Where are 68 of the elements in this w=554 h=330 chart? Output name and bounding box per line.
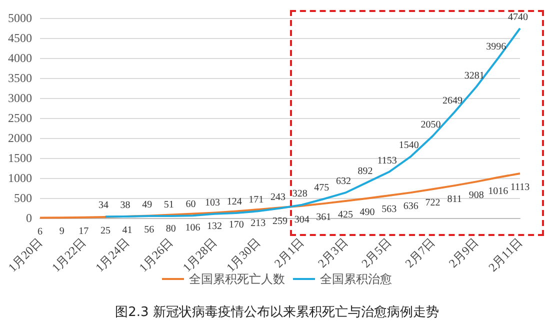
y-tick-label: 1000 [8,171,32,185]
data-label: 56 [144,224,154,236]
data-label: 103 [205,197,220,208]
data-label: 51 [164,199,174,210]
data-label: 80 [166,223,176,234]
data-label: 171 [248,194,264,206]
data-label: 41 [122,224,132,236]
data-label: 1540 [398,140,419,151]
text: 图2.3 新冠状病毒疫情公布以来累积死亡与治愈病例走势 [115,304,439,320]
data-label: 632 [336,176,351,188]
data-label: 132 [207,221,222,232]
x-tick-label: 1月24日 [92,235,132,275]
y-tick-label: 1500 [8,151,32,165]
data-label: 3281 [464,70,484,82]
data-label: 17 [78,226,89,237]
data-label: 3996 [486,42,506,53]
data-label: 124 [226,196,242,208]
data-label: 4740 [508,12,528,23]
data-label: 425 [338,210,353,220]
data-label: 908 [468,190,484,202]
data-label: 106 [185,222,200,234]
data-label: 170 [228,220,244,231]
data-label: 475 [314,182,330,194]
x-tick-label: 1月30日 [224,235,264,275]
data-label: 2050 [420,120,441,130]
x-tick-label: 2月3日 [315,235,350,270]
x-tick-label: 1月22日 [49,235,89,275]
data-label: 25 [100,226,110,236]
x-tick-label: 2月9日 [446,235,482,270]
legend-label: 全国累积死亡人数 [189,272,285,286]
y-tick-label: 2500 [8,111,32,125]
x-tick-label: 2月5日 [358,235,394,270]
y-tick-label: 4500 [8,31,32,45]
data-label: 328 [292,188,308,200]
y-tick-label: 5000 [8,11,32,25]
data-label: 9 [59,226,64,238]
data-label: 304 [294,214,310,226]
y-tick-label: 4000 [8,51,32,65]
y-tick-label: 3000 [8,91,32,105]
data-label: 1113 [510,182,530,193]
x-tick-label: 2月7日 [402,235,438,270]
data-label: 636 [403,201,418,212]
y-tick-label: 3500 [8,71,32,85]
x-tick-label: 1月26日 [136,235,176,275]
data-label: 259 [272,216,288,228]
data-label: 49 [142,200,152,211]
data-label: 1153 [377,155,397,166]
data-label: 1016 [488,186,508,197]
data-label: 6 [38,226,42,238]
data-label: 60 [186,199,196,210]
y-tick-label: 500 [14,191,32,205]
data-label: 892 [358,166,373,177]
y-tick-label: 2000 [8,131,32,145]
data-label: 811 [447,194,462,206]
data-label: 361 [316,212,332,224]
legend-label: 全国累积治愈 [320,272,392,286]
data-label: 722 [425,198,440,209]
data-label: 563 [382,204,397,215]
data-label: 243 [270,192,286,203]
x-tick-label: 2月1日 [271,235,307,270]
data-label: 34 [98,200,108,212]
x-tick-label: 2月11日 [486,235,525,274]
data-label: 38 [120,200,130,211]
y-tick-label: 0 [26,211,32,225]
data-label: 213 [250,218,266,229]
data-label: 490 [360,206,375,218]
x-tick-label: 1月20日 [5,235,45,275]
data-label: 2649 [442,96,463,107]
